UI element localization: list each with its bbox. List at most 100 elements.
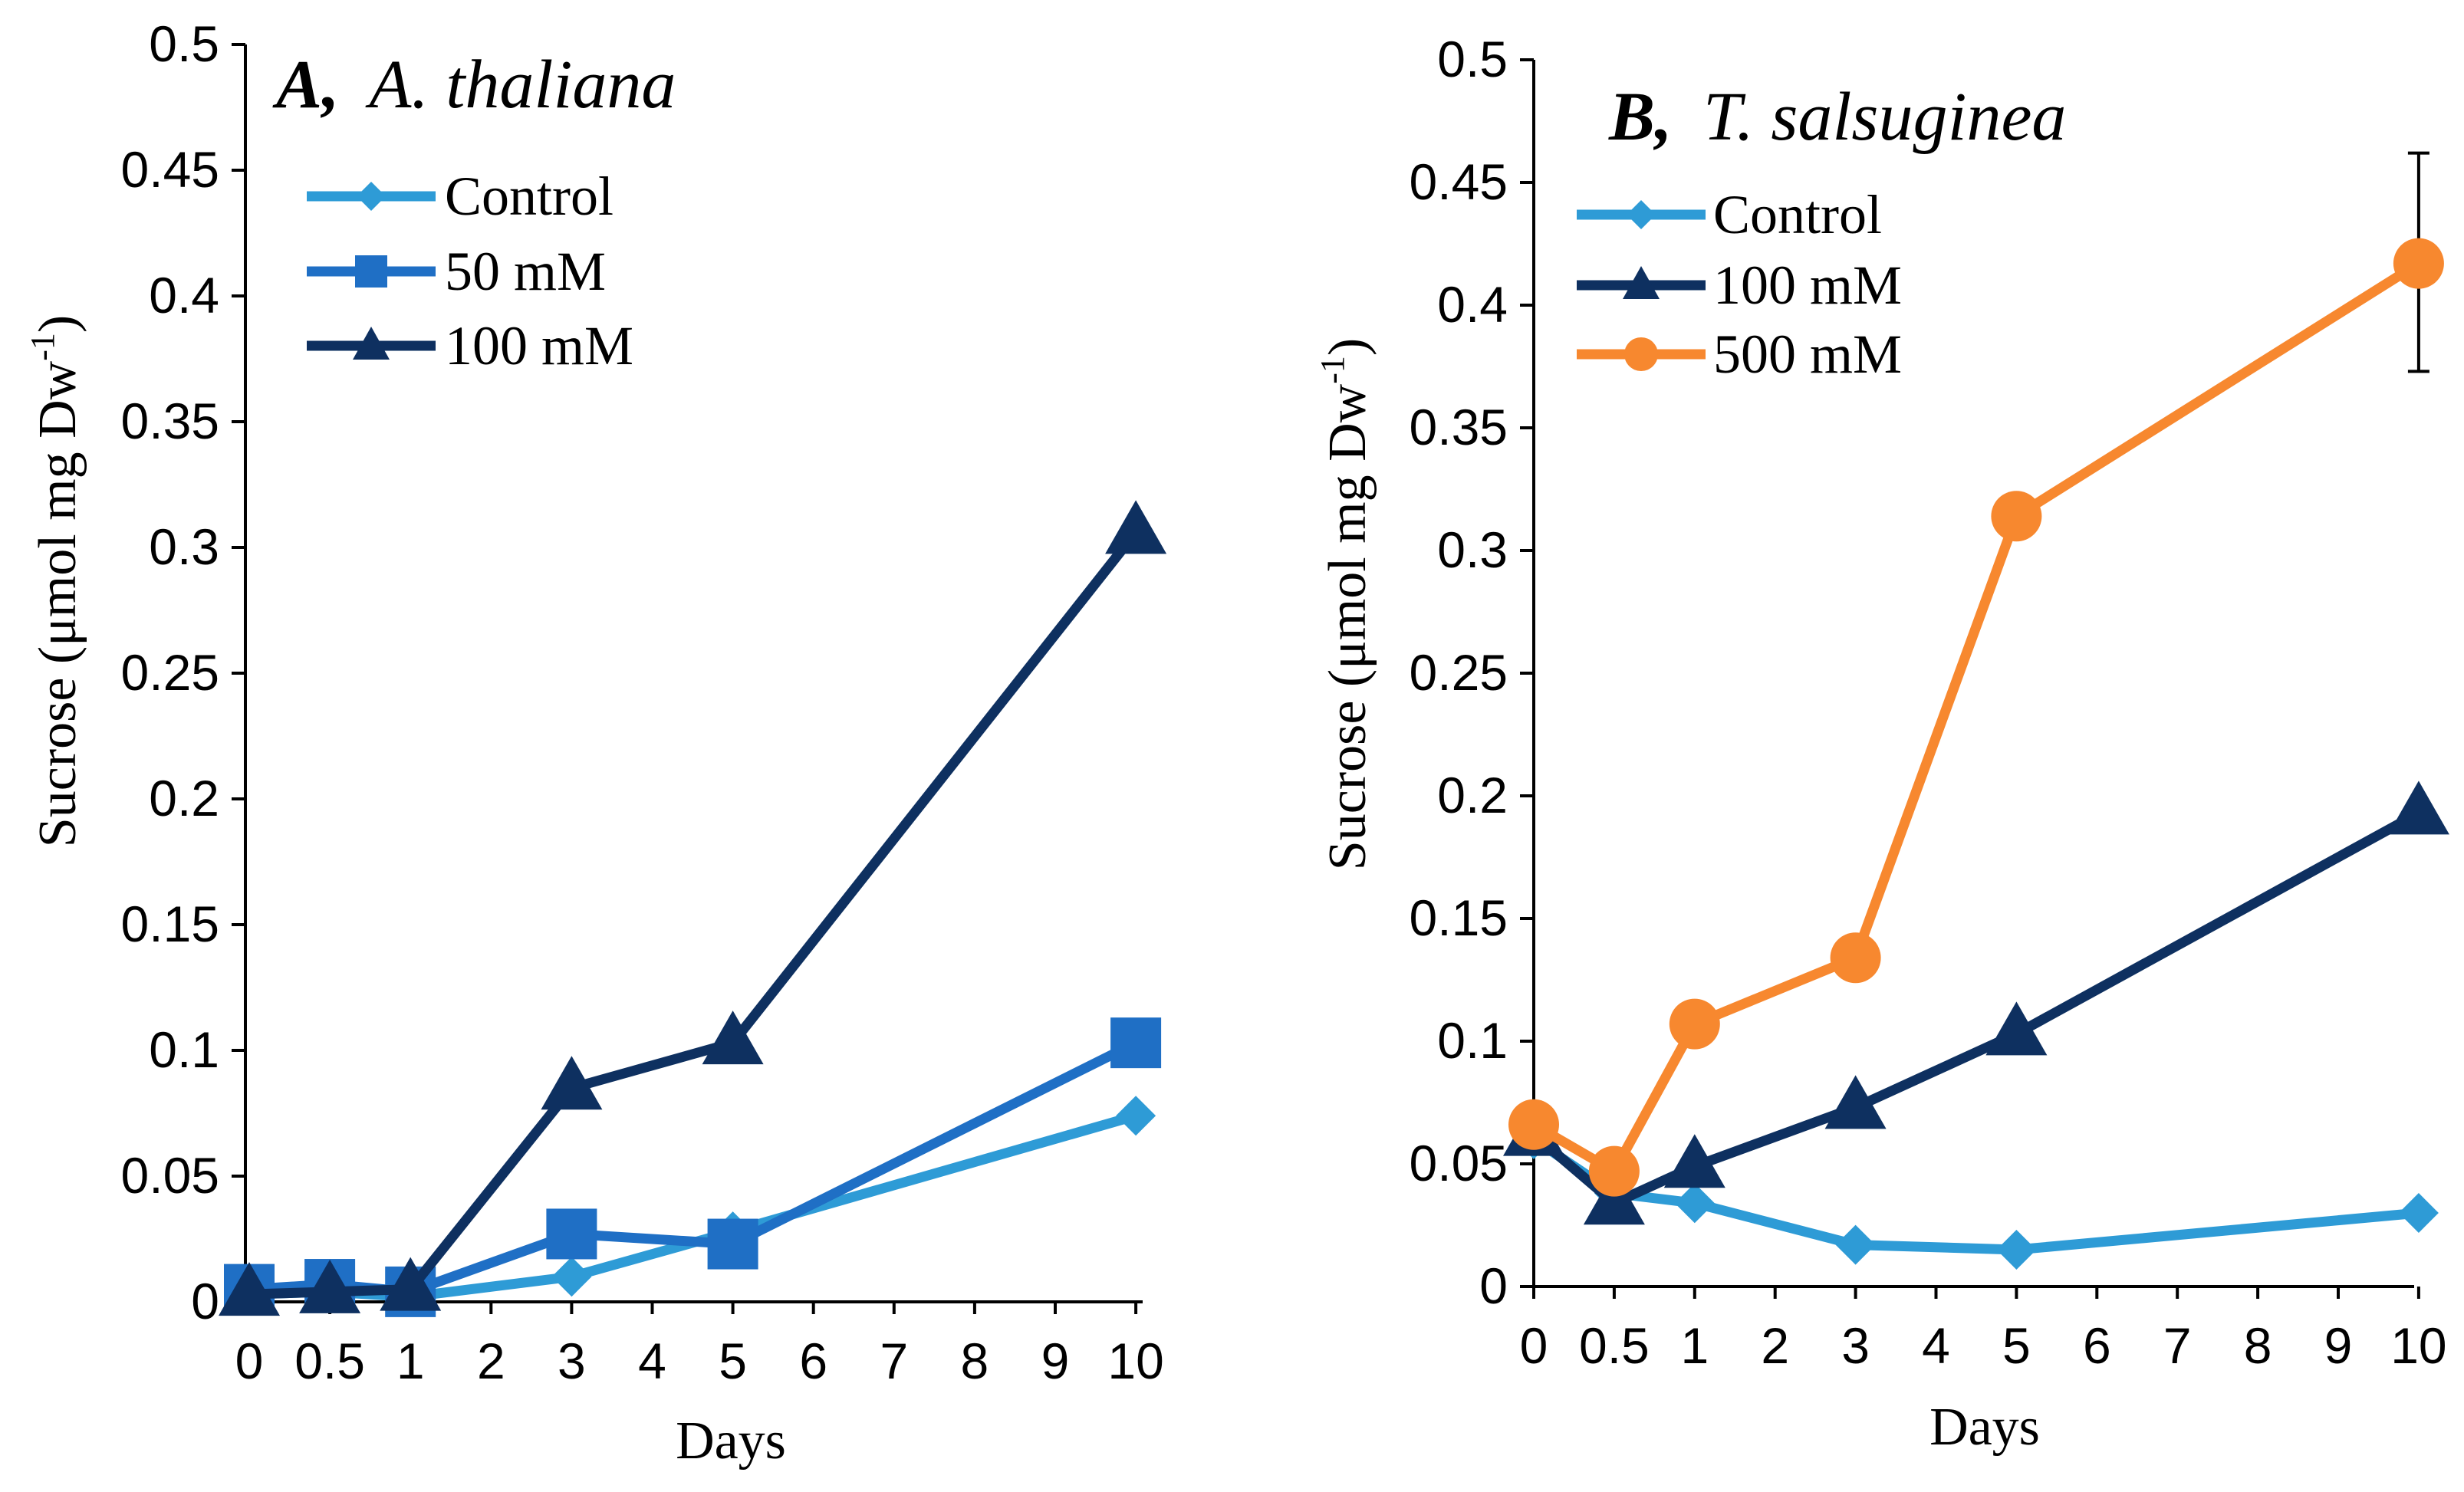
panel-a-x-tick-label: 7 [880,1333,908,1389]
panel-a-y-tick-label: 0.05 [121,1147,219,1204]
panel-b-x-tick-label: 0.5 [1579,1317,1650,1374]
panel-b-x-tick-label: 3 [1841,1317,1870,1374]
panel-a-chart: 0 0.05 0.1 0.15 0.2 0.25 0.3 0.35 0.4 0.45 0.5 0 0.… [24,15,1167,1471]
panel-a-y-axis-title-main: Sucrose (μmol mg Dw [28,360,87,847]
panel-b-series-100mm-point [2387,781,2449,835]
panel-b-legend-entry-500mm: 500 mM [1577,324,1902,385]
panel-a-y-tick-label: 0.15 [121,896,219,952]
panel-b-x-tick-label: 7 [2163,1317,2192,1374]
panel-a-x-tick-label: 5 [719,1333,747,1389]
panel-a-y-tick-label: 0.35 [121,393,219,449]
panel-b-x-tick-label: 9 [2324,1317,2353,1374]
panel-b-series-100mm-point [1985,1001,2048,1056]
panel-a-x-tick-label: 3 [558,1333,586,1389]
panel-a-title-letter: A, [272,47,340,123]
panel-b-series-500mm-point [2393,238,2444,289]
panel-a-y-axis-title-close: ) [28,315,87,333]
panel-a-series-100mm-point [1105,500,1167,554]
panel-a-series-100mm-point [299,1259,361,1313]
panel-a-series [219,500,1167,1317]
panel-b-series-control-point [1674,1183,1715,1224]
panel-b-legend-entry-100mm: 100 mM [1577,255,1902,316]
panel-b-x-tick-label: 1 [1680,1317,1709,1374]
panel-b-y-tick-label: 0.45 [1410,153,1508,210]
panel-b-series-control [1514,1119,2439,1270]
panel-b-y-axis-title: Sucrose (μmol mg Dw-1) [1314,338,1377,870]
panel-b-x-tick-label: 2 [1761,1317,1789,1374]
panel-b-series-500mm-line [1531,259,2422,1177]
panel-a-series-100mm-line [248,529,1140,1300]
panel-b-series-100mm [1503,781,2449,1225]
panel-b-series-100mm-line [1530,808,2422,1208]
panel-a-x-tick-label: 9 [1041,1333,1070,1389]
panel-a-y-axis-title: Sucrose (μmol mg Dw-1) [24,315,87,847]
panel-b-y-tick-label: 0.35 [1410,399,1508,455]
panel-b-legend-100mm-label: 100 mM [1713,255,1902,316]
panel-a-x-axis-title: Days [676,1411,786,1471]
panel-a-series-control-point [551,1257,592,1297]
panel-b-y-tick-label: 0.2 [1437,767,1508,823]
panel-a-series-50mm-point [546,1208,597,1260]
panel-b-x-ticks: 0 0.5 1 2 3 4 5 6 7 8 9 10 [1520,1287,2447,1374]
panel-b-chart: 0 0.05 0.1 0.15 0.2 0.25 0.3 0.35 0.4 0.45 0.5 0 0.… [1314,31,2449,1457]
panel-b-series-500mm-point [1588,1145,1640,1197]
panel-b-y-tick-label: 0.1 [1437,1012,1508,1069]
panel-b-x-tick-label: 0 [1520,1317,1548,1374]
panel-a-y-tick-label: 0.1 [149,1021,219,1078]
panel-a-series-100mm [219,500,1167,1316]
panel-a-y-ticks: 0 0.05 0.1 0.15 0.2 0.25 0.3 0.35 0.4 0.45 0.5 [121,15,245,1329]
panel-a-legend-control-marker [357,182,386,211]
panel-b-title: B, T. salsuginea [1608,79,2066,155]
panel-b-y-tick-label: 0 [1479,1257,1508,1314]
panel-b-y-tick-label: 0.3 [1437,521,1508,578]
panel-b-series-control-point [2398,1193,2439,1233]
panel-a-legend-50mm-marker [355,255,387,288]
panel-a-y-tick-label: 0.3 [149,518,219,575]
panel-a-series-50mm-point [1110,1017,1162,1069]
panel-b-title-letter: B, [1608,79,1673,155]
panel-a-series-50mm-line [248,1038,1139,1297]
panel-a-series-control-line [248,1111,1137,1302]
panel-b-x-tick-label: 8 [2244,1317,2272,1374]
panel-b-legend-entry-control: Control [1577,184,1882,245]
panel-b-series-control-point [1996,1230,2037,1270]
panel-b-y-tick-label: 0.15 [1410,889,1508,946]
panel-a-series-100mm-point [380,1257,442,1311]
panel-b-series-100mm-point [1824,1075,1887,1129]
panel-a-series-100mm-point [541,1056,603,1110]
panel-a-y-axis-title-superscript: -1 [24,333,61,361]
panel-b-title-species: T. salsuginea [1703,79,2066,155]
panel-b-series-control-line [1531,1135,2420,1255]
panel-a-series-50mm-point [707,1218,758,1270]
panel-b-series-500mm [1508,151,2444,1197]
panel-a-legend-entry-control: Control [307,166,614,227]
panel-b-y-tick-label: 0.4 [1437,276,1508,333]
panel-a-y-tick-label: 0.45 [121,141,219,198]
panel-a-series-100mm-point [219,1262,280,1316]
panel-a-series-control-point [1116,1096,1156,1136]
panel-a-legend-control-label: Control [445,166,614,227]
panel-a-x-tick-label: 0 [235,1333,264,1389]
panel-a-legend-entry-50mm: 50 mM [307,241,606,302]
panel-b-legend-100mm-marker [1623,266,1660,299]
panel-b-y-axis-title-superscript: -1 [1314,356,1351,384]
panel-a-gridless-axes: 0 0.05 0.1 0.15 0.2 0.25 0.3 0.35 0.4 0.45 0.5 0 0.… [121,15,1164,1389]
panel-b-series [1503,151,2449,1270]
panel-a-legend-100mm-label: 100 mM [445,315,633,376]
panel-b-series-500mm-point [1830,932,1881,984]
panel-a-x-tick-label: 4 [638,1333,666,1389]
panel-b-y-axis-title-main: Sucrose (μmol mg Dw [1318,383,1377,870]
panel-b-x-axis-title: Days [1929,1398,2040,1457]
panel-b-x-tick-label: 5 [2002,1317,2031,1374]
panel-a-series-50mm [224,1017,1162,1317]
panel-b-axes: 0 0.05 0.1 0.15 0.2 0.25 0.3 0.35 0.4 0.45 0.5 0 0.… [1410,31,2447,1374]
panel-b-x-tick-label: 10 [2390,1317,2446,1374]
panel-b-y-tick-label: 0.5 [1437,31,1508,87]
panel-b-series-500mm-point [1669,998,1720,1050]
panel-b-series-100mm-point [1583,1171,1645,1225]
panel-b-series-control-point [1835,1224,1876,1265]
panel-a-y-tick-label: 0.5 [149,15,219,72]
panel-b-legend: Control 100 mM 500 mM [1577,184,1902,385]
panel-b-x-tick-label: 6 [2083,1317,2111,1374]
